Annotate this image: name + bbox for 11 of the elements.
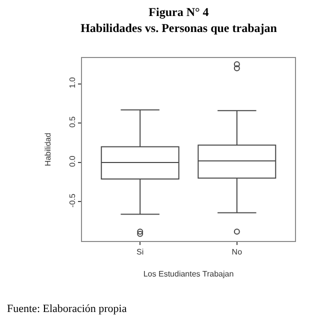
y-tick-label: -0.5 [68,193,77,208]
y-tick-label: 1.0 [68,76,77,88]
chart-title: Figura N° 4 [148,5,209,20]
x-axis-title: Los Estudiantes Trabajan [143,270,234,279]
y-tick-label: 0.0 [68,155,77,167]
source-note: Fuente: Elaboración propia [7,303,127,315]
x-tick-label: No [232,248,243,257]
y-tick-label: 0.5 [68,116,77,128]
y-axis-title: Habilidad [44,132,52,166]
chart-subtitle: Habilidades vs. Personas que trabajan [80,20,278,35]
x-tick-label: Si [136,248,144,257]
